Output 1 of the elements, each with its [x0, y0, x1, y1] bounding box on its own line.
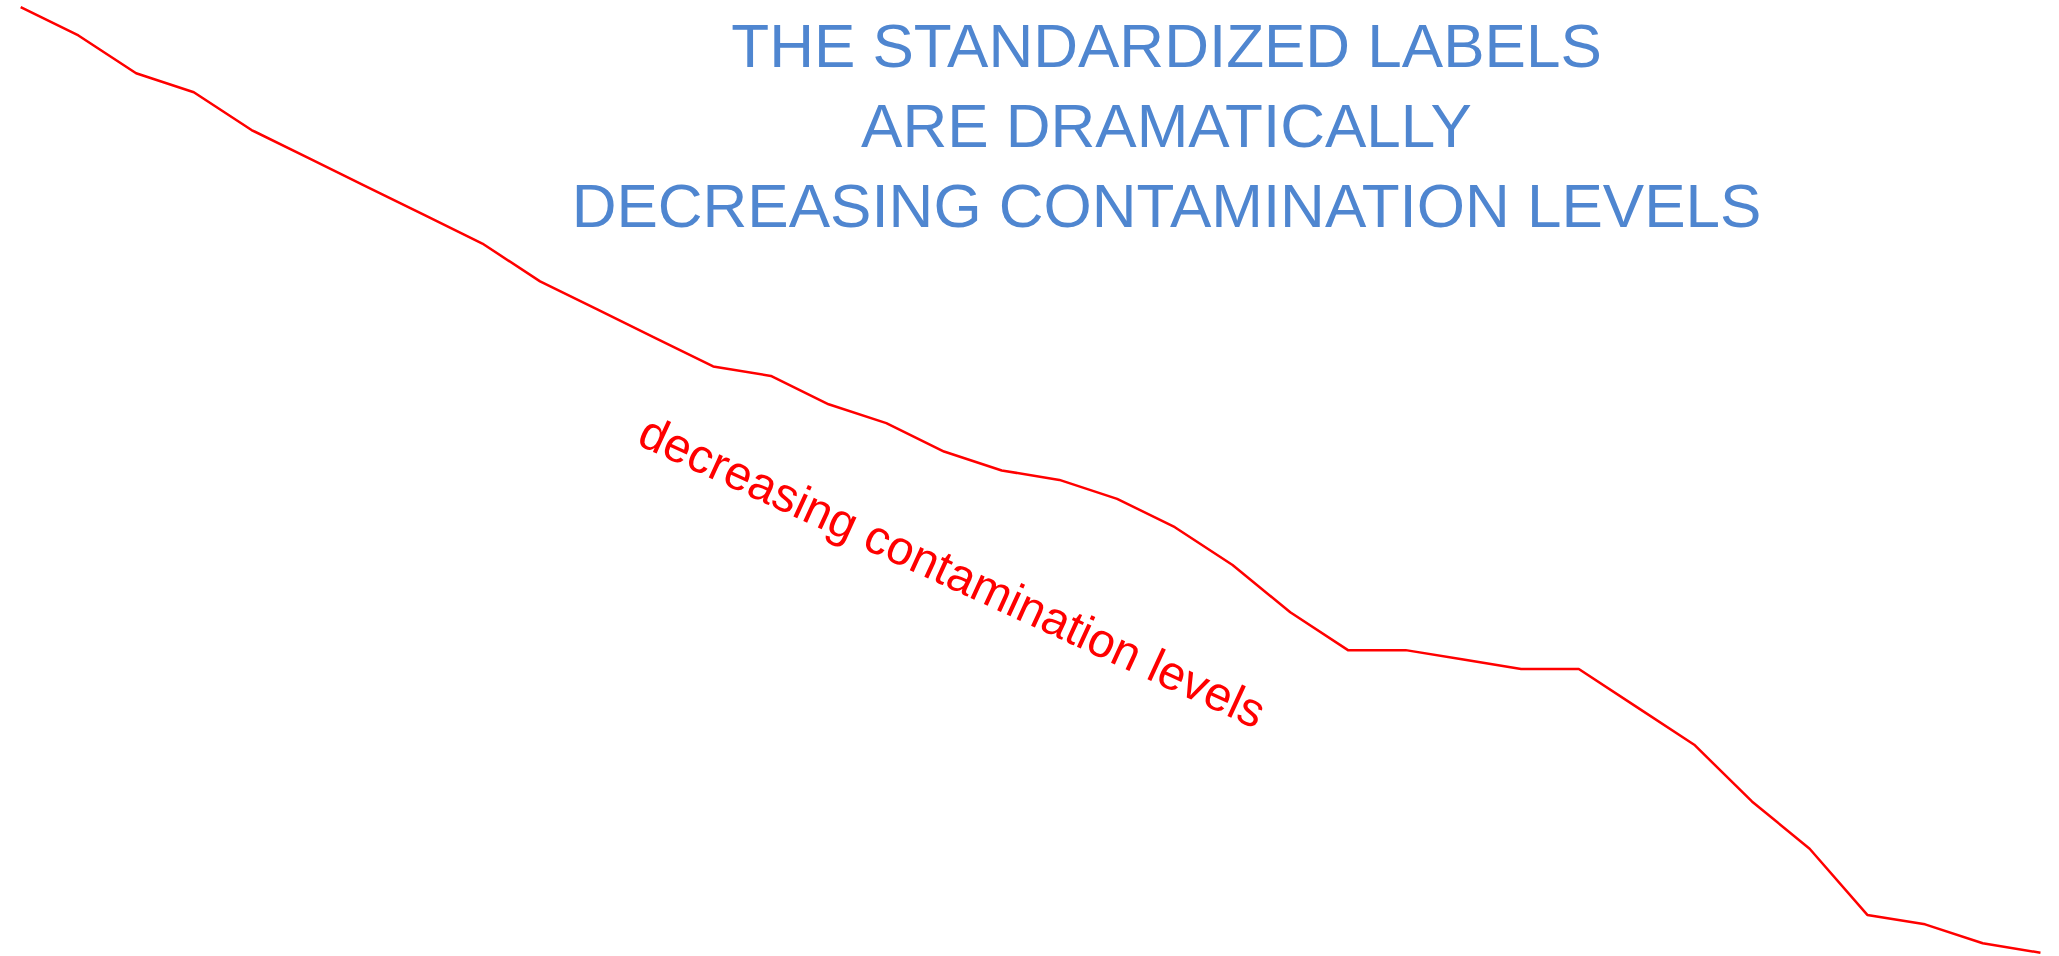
text: THE STANDARDIZED LABELS ARE DRAMATICALLY DECREASING CONTAMINATION LEVELS [571, 11, 1762, 240]
